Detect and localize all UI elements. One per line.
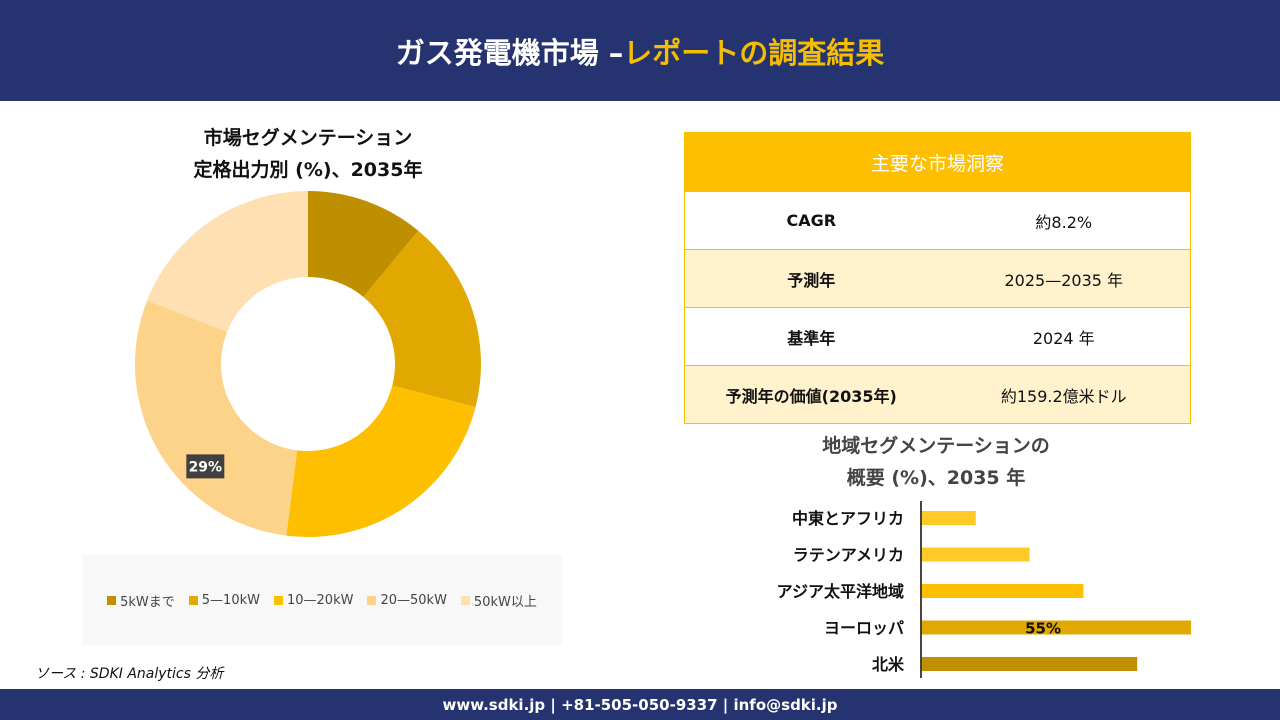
regional-title: 地域セグメンテーションの 概要 (%)、2035 年	[736, 430, 1136, 494]
header-banner: ガス発電機市場 – レポートの調査結果	[0, 0, 1280, 101]
insight-row: 基準年 2024 年	[685, 307, 1190, 365]
legend-label: 20—50kW	[380, 592, 447, 608]
insights-table: 主要な市場洞察 CAGR 約8.2% 予測年 2025—2035 年 基準年 2024…	[684, 132, 1191, 424]
insight-row: CAGR 約8.2%	[685, 191, 1190, 249]
insight-label: CAGR	[786, 211, 837, 230]
insight-label: 予測年	[787, 270, 836, 290]
legend-label: 5—10kW	[201, 592, 260, 608]
legend-item: 50kW以上	[460, 591, 537, 610]
legend-swatch	[188, 595, 198, 605]
bar-category-label: 北米	[872, 655, 905, 674]
insights-title: 主要な市場洞察	[685, 133, 1190, 191]
donut-slice	[286, 385, 476, 537]
regional-title-line2: 概要 (%)、2035 年	[846, 467, 1026, 489]
donut-legend: 5kWまで 5—10kW 10—20kW 20—50kW 50kW以上	[82, 555, 562, 645]
insight-value: 2025—2035 年	[1004, 270, 1124, 290]
legend-item: 5kWまで	[107, 591, 175, 610]
bar-category-label: ヨーロッパ	[824, 619, 904, 638]
insight-value: 約8.2%	[1035, 212, 1093, 232]
donut-title-line1: 市場セグメンテーション	[203, 127, 413, 149]
legend-label: 10—20kW	[286, 592, 354, 608]
insight-label: 予測年の価値(2035年)	[725, 386, 897, 406]
footer-contact: www.sdki.jp | +81-505-050-9337 | info@sd…	[0, 689, 1280, 720]
bar-category-label: ラテンアメリカ	[793, 546, 904, 565]
legend-label: 50kW以上	[473, 594, 537, 610]
bar	[922, 547, 1030, 562]
donut-title: 市場セグメンテーション 定格出力別 (%)、2035年	[98, 122, 518, 186]
legend-item: 10—20kW	[273, 592, 354, 608]
donut-slice	[308, 191, 419, 297]
insight-row: 予測年の価値(2035年) 約159.2億米ドル	[685, 365, 1190, 423]
regional-title-line1: 地域セグメンテーションの	[822, 435, 1050, 457]
source-note: ソース : SDKI Analytics 分析	[35, 666, 224, 682]
bar	[922, 511, 976, 525]
legend-item: 5—10kW	[188, 592, 260, 608]
insight-row: 予測年 2025—2035 年	[685, 249, 1190, 307]
bar-category-label: アジア太平洋地域	[777, 582, 904, 601]
bar	[922, 584, 1084, 598]
title-main: ガス発電機市場 –	[395, 35, 624, 70]
bar	[922, 657, 1138, 671]
bar	[922, 620, 1191, 635]
donut-slice	[134, 300, 298, 536]
title-accent: レポートの調査結果	[623, 35, 885, 70]
bar-category-label: 中東とアフリカ	[792, 509, 904, 528]
legend-label: 5kWまで	[120, 594, 175, 610]
data-label-box	[186, 454, 225, 479]
legend-swatch	[107, 595, 117, 605]
insight-value: 2024 年	[1032, 328, 1095, 348]
donut-slice	[147, 191, 308, 332]
donut-title-line2: 定格出力別 (%)、2035年	[193, 159, 423, 181]
donut-slice	[363, 230, 481, 408]
insight-label: 基準年	[787, 328, 836, 348]
data-label: 29%	[189, 459, 223, 475]
legend-swatch	[273, 595, 283, 605]
legend-swatch	[367, 595, 377, 605]
insight-value: 約159.2億米ドル	[1000, 386, 1127, 406]
bar-data-label: 55%	[1025, 620, 1061, 638]
legend-swatch	[460, 595, 470, 605]
legend-item: 20—50kW	[367, 592, 447, 608]
